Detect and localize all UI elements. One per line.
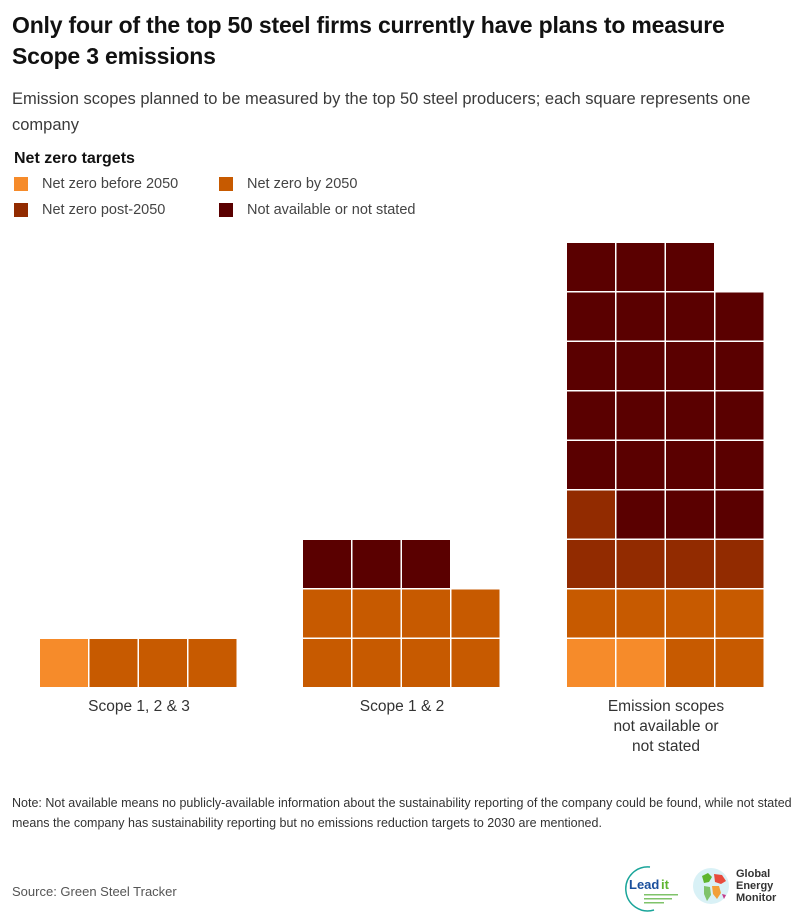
waffle-square-na: Emission scopes not available or not sta…	[567, 441, 615, 489]
waffle-square-post: Emission scopes not available or not sta…	[567, 490, 615, 539]
waffle-square-by: Scope 1, 2 & 3: Net zero by 2050	[188, 639, 237, 687]
waffle-square-na: Emission scopes not available or not sta…	[567, 292, 615, 341]
chart-note: Note: Not available means no publicly-av…	[12, 796, 792, 830]
group-label-0: Scope 1, 2 & 3	[39, 697, 239, 717]
svg-text:it: it	[661, 877, 670, 892]
waffle-square-before: Scope 1, 2 & 3: Net zero before 2050	[40, 639, 88, 687]
waffle-chart: Scope 1, 2 & 3: Net zero before 2050Scop…	[40, 243, 764, 687]
legend-item-na: Not available or not stated	[219, 202, 415, 218]
waffle-square-by: Emission scopes not available or not sta…	[616, 589, 665, 638]
waffle-square-by: Scope 1 & 2: Net zero by 2050	[451, 589, 500, 638]
waffle-square-na: Emission scopes not available or not sta…	[666, 441, 714, 489]
waffle-square-na: Emission scopes not available or not sta…	[666, 342, 714, 390]
waffle-square-by: Emission scopes not available or not sta…	[567, 589, 615, 638]
leadit-logo-icon: Lead it	[625, 866, 678, 912]
waffle-square-before: Emission scopes not available or not sta…	[567, 639, 615, 687]
group-label-line: not stated	[631, 738, 701, 755]
waffle-square-na: Emission scopes not available or not sta…	[567, 391, 615, 440]
waffle-square-na: Emission scopes not available or not sta…	[616, 243, 665, 291]
waffle-square-na: Emission scopes not available or not sta…	[715, 391, 764, 440]
waffle-square-by: Scope 1, 2 & 3: Net zero by 2050	[139, 639, 187, 687]
globe-icon	[693, 868, 729, 904]
waffle-square-before: Emission scopes not available or not sta…	[616, 639, 665, 687]
waffle-square-na: Emission scopes not available or not sta…	[616, 292, 665, 341]
legend-swatch-before	[14, 177, 28, 191]
group-label-2: Emission scopes not available or not state…	[566, 697, 766, 757]
waffle-square-na: Emission scopes not available or not sta…	[666, 391, 714, 440]
waffle-square-by: Scope 1 & 2: Net zero by 2050	[352, 589, 401, 638]
waffle-group-1: Scope 1 & 2: Net zero by 2050Scope 1 & 2…	[303, 540, 500, 687]
waffle-square-na: Emission scopes not available or not sta…	[715, 490, 764, 539]
svg-text:Lead: Lead	[629, 877, 659, 892]
waffle-square-na: Emission scopes not available or not sta…	[567, 342, 615, 390]
legend-item-post: Net zero post-2050	[14, 202, 165, 218]
legend-swatch-by	[219, 177, 233, 191]
waffle-square-na: Scope 1 & 2: Not available or not stated	[352, 540, 401, 588]
waffle-square-by: Scope 1 & 2: Net zero by 2050	[451, 639, 500, 687]
chart-subtitle: Emission scopes planned to be measured b…	[12, 90, 751, 134]
chart-source: Source: Green Steel Tracker	[12, 884, 177, 899]
waffle-square-by: Emission scopes not available or not sta…	[715, 589, 764, 638]
legend-label-by: Net zero by 2050	[247, 176, 358, 192]
waffle-square-post: Emission scopes not available or not sta…	[567, 540, 615, 588]
waffle-square-na: Emission scopes not available or not sta…	[666, 243, 714, 291]
gem-logo-line-2: Energy	[736, 880, 774, 892]
waffle-square-by: Emission scopes not available or not sta…	[666, 639, 714, 687]
gem-logo-text: Global Energy Monitor	[736, 868, 776, 904]
leadit-logo: Lead it	[620, 864, 690, 917]
waffle-square-post: Emission scopes not available or not sta…	[715, 540, 764, 588]
group-label-line: Scope 1 & 2	[359, 698, 445, 715]
waffle-group-2: Emission scopes not available or not sta…	[567, 243, 764, 687]
gem-logo-line-3: Monitor	[736, 892, 777, 904]
waffle-square-by: Scope 1 & 2: Net zero by 2050	[402, 589, 450, 638]
waffle-group-0: Scope 1, 2 & 3: Net zero before 2050Scop…	[40, 639, 237, 687]
waffle-square-na: Emission scopes not available or not sta…	[666, 490, 714, 539]
waffle-square-na: Emission scopes not available or not sta…	[567, 243, 615, 291]
waffle-square-na: Emission scopes not available or not sta…	[616, 391, 665, 440]
waffle-square-post: Emission scopes not available or not sta…	[616, 540, 665, 588]
logos: Lead it Global Energy Monitor	[620, 864, 800, 914]
group-label-line: Emission scopes	[607, 698, 725, 715]
legend-label-na: Not available or not stated	[247, 202, 416, 218]
legend-item-before: Net zero before 2050	[14, 176, 178, 192]
waffle-square-by: Scope 1 & 2: Net zero by 2050	[303, 589, 351, 638]
waffle-square-by: Emission scopes not available or not sta…	[666, 589, 714, 638]
waffle-square-na: Emission scopes not available or not sta…	[616, 490, 665, 539]
waffle-square-by: Scope 1 & 2: Net zero by 2050	[402, 639, 450, 687]
waffle-square-na: Scope 1 & 2: Not available or not stated	[402, 540, 450, 588]
group-label-line: Scope 1, 2 & 3	[88, 698, 190, 715]
chart-title: Only four of the top 50 steel firms curr…	[12, 12, 725, 69]
waffle-square-by: Scope 1 & 2: Net zero by 2050	[352, 639, 401, 687]
waffle-square-na: Emission scopes not available or not sta…	[616, 441, 665, 489]
global-energy-monitor-logo: Global Energy Monitor	[692, 864, 776, 908]
waffle-square-by: Scope 1, 2 & 3: Net zero by 2050	[89, 639, 138, 687]
legend-item-by: Net zero by 2050	[219, 176, 357, 192]
legend-swatch-post	[14, 203, 28, 217]
waffle-square-na: Scope 1 & 2: Not available or not stated	[303, 540, 351, 588]
waffle-square-by: Emission scopes not available or not sta…	[715, 639, 764, 687]
waffle-square-na: Emission scopes not available or not sta…	[715, 342, 764, 390]
gem-logo-line-1: Global	[736, 868, 771, 880]
legend-label-post: Net zero post-2050	[42, 202, 166, 218]
waffle-square-na: Emission scopes not available or not sta…	[715, 441, 764, 489]
group-label-line: not available or	[613, 718, 719, 735]
group-label-1: Scope 1 & 2	[302, 697, 502, 717]
legend-title: Net zero targets	[14, 150, 135, 167]
waffle-square-na: Emission scopes not available or not sta…	[616, 342, 665, 390]
waffle-square-na: Emission scopes not available or not sta…	[715, 292, 764, 341]
waffle-square-na: Emission scopes not available or not sta…	[666, 292, 714, 341]
waffle-square-by: Scope 1 & 2: Net zero by 2050	[303, 639, 351, 687]
legend-label-before: Net zero before 2050	[42, 176, 179, 192]
waffle-square-post: Emission scopes not available or not sta…	[666, 540, 714, 588]
legend-swatch-na	[219, 203, 233, 217]
